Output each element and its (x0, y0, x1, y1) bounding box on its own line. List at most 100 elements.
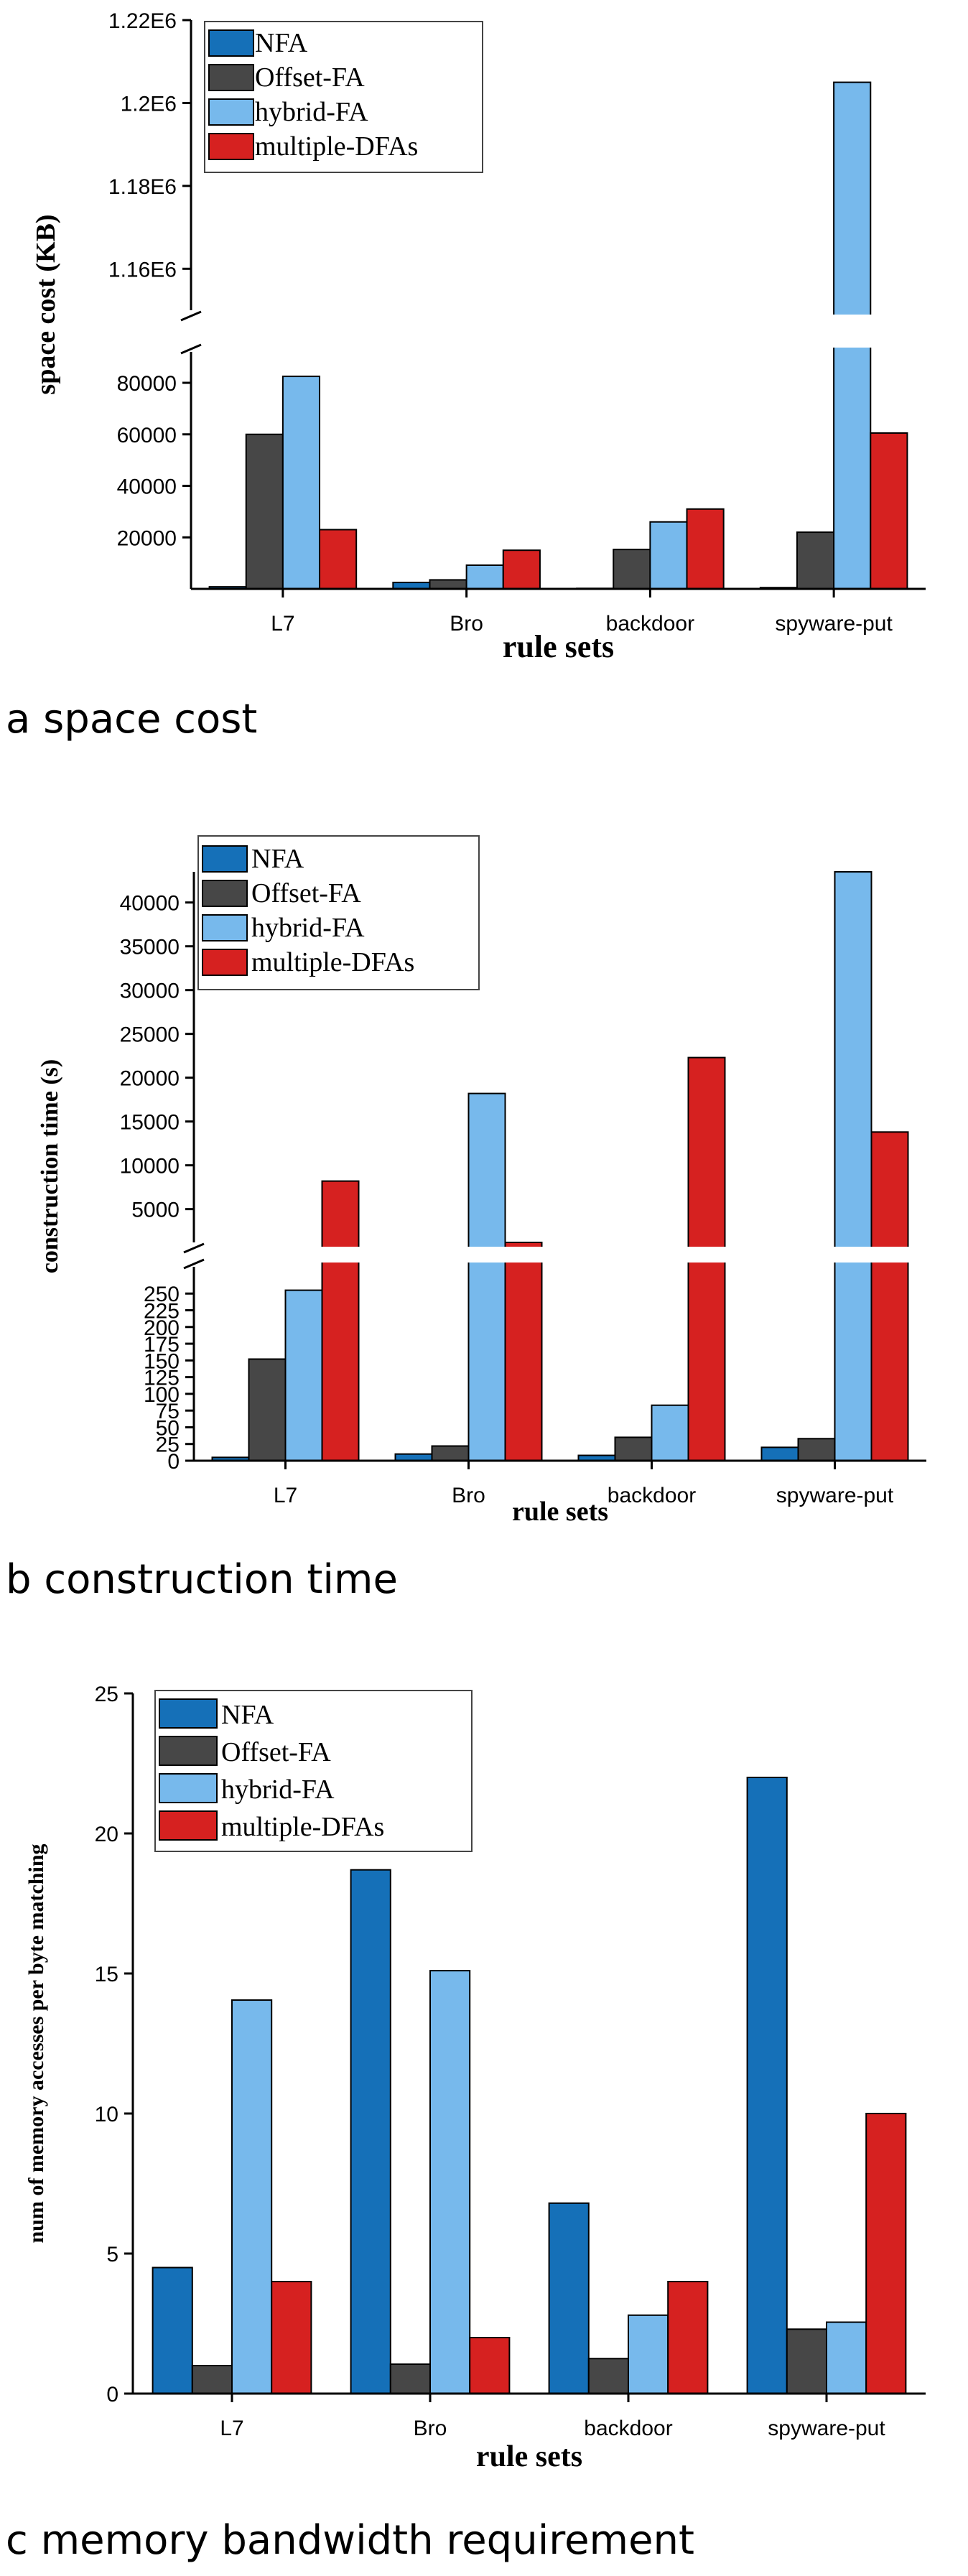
y-tick-label: 80000 (117, 372, 177, 396)
x-tick-label-l7: L7 (274, 1484, 297, 1507)
legend-label-multiple-dfas: multiple-DFAs (221, 1812, 384, 1842)
legend-label-nfa: NFA (221, 1700, 274, 1730)
legend-label-offset-fa: Offset-FA (221, 1737, 331, 1767)
y-tick-label: 15000 (120, 1111, 180, 1135)
legend-swatch-multiple-dfas (202, 949, 248, 976)
bar-backdoor-offset-fa (587, 2358, 629, 2394)
legend-label-nfa: NFA (251, 844, 304, 874)
legend-swatch-offset-fa (208, 64, 254, 91)
x-tick-label-backdoor: backdoor (606, 612, 694, 636)
chart-memory-bandwidth: 0 5 10 15 20 25 L7 Bro backdoor spyware-put rule s… (6, 1683, 926, 2564)
x-tick-label-backdoor: backdoor (584, 2417, 672, 2440)
y-tick-label: 1.2E6 (121, 92, 177, 116)
y-tick-label: 50 (156, 1416, 180, 1440)
bar-backdoor-nfa (548, 2202, 590, 2395)
bar-spyware-put-hybrid-fa (834, 871, 872, 1461)
bar-bro-offset-fa (431, 1445, 470, 1461)
bar-backdoor-hybrid-fa (628, 2314, 669, 2395)
bar-bro-multiple-dfas (504, 1242, 543, 1461)
y-tick-label: 40000 (117, 475, 177, 499)
legend-label-hybrid-fa: hybrid-FA (255, 97, 368, 127)
caption: a space cost (6, 696, 257, 743)
legend-label-nfa: NFA (255, 28, 308, 58)
axis-break-mark-upper (183, 1242, 205, 1254)
bar-spyware-put-hybrid-fa (826, 2321, 867, 2395)
y-tick-label: 25000 (120, 1023, 180, 1047)
y-tick-label: 20 (95, 1823, 118, 1846)
chart-space-cost: 20000 40000 60000 80000 1.16E6 1.18E6 1.2E6 1.2… (6, 9, 926, 743)
x-tick-label-bro: Bro (450, 612, 483, 636)
bar-backdoor-hybrid-fa (651, 1404, 689, 1461)
y-tick-label: 40000 (120, 892, 180, 916)
axis-break-mark-lower (180, 343, 202, 355)
bar-l7-nfa (152, 2266, 193, 2394)
x-tick-label-spyware-put: spyware-put (768, 2417, 885, 2440)
bar-spyware-put-multiple-dfas (870, 1131, 909, 1461)
y-tick-label: 10 (95, 2103, 118, 2126)
y-tick-label: 200 (144, 1316, 180, 1340)
bar-backdoor-offset-fa (613, 549, 651, 590)
legend-swatch-hybrid-fa (208, 98, 254, 126)
legend-swatch-multiple-dfas (208, 133, 254, 160)
y-axis-title: num of memory accesses per byte matching (24, 1843, 48, 2243)
y-tick-label: 25 (156, 1433, 180, 1457)
bar-spyware-put-offset-fa (797, 1438, 836, 1462)
y-tick-label: 1.18E6 (108, 175, 177, 199)
y-axis-title: construction time (s) (37, 1059, 63, 1273)
y-tick-label: 20000 (117, 526, 177, 550)
axis-break-gap (192, 315, 926, 348)
y-tick-label: 20000 (120, 1067, 180, 1091)
bar-bro-offset-fa (389, 2363, 431, 2395)
legend-swatch-multiple-dfas (159, 1810, 218, 1841)
axis-break-mark-upper (180, 310, 202, 322)
y-tick-label: 35000 (120, 936, 180, 959)
y-tick-label: 5000 (131, 1199, 180, 1222)
legend-swatch-offset-fa (159, 1736, 218, 1766)
bar-l7-hybrid-fa (231, 1999, 273, 2395)
x-axis-title: rule sets (512, 1497, 608, 1527)
legend-swatch-offset-fa (202, 880, 248, 907)
y-tick-label: 100 (144, 1383, 180, 1407)
bar-bro-offset-fa (429, 579, 467, 590)
bar-l7-hybrid-fa (284, 1289, 323, 1461)
x-tick-label-bro: Bro (414, 2417, 447, 2440)
bar-spyware-put-offset-fa (796, 531, 835, 590)
y-tick-label: 60000 (117, 424, 177, 447)
legend-label-hybrid-fa: hybrid-FA (251, 913, 365, 943)
bar-l7-offset-fa (245, 433, 284, 590)
bar-bro-hybrid-fa (429, 1970, 471, 2395)
legend-swatch-hybrid-fa (159, 1773, 218, 1803)
x-tick-label-l7: L7 (220, 2417, 243, 2440)
bar-backdoor-hybrid-fa (649, 521, 688, 590)
legend-label-offset-fa: Offset-FA (255, 62, 365, 93)
legend-swatch-nfa (208, 29, 254, 57)
y-tick-label: 15 (95, 1963, 118, 1986)
legend-swatch-nfa (159, 1698, 218, 1729)
x-axis-title: rule sets (503, 629, 614, 664)
y-tick-label: 1.22E6 (108, 9, 177, 33)
legend-label-hybrid-fa: hybrid-FA (221, 1775, 335, 1805)
bar-l7-offset-fa (191, 2365, 233, 2394)
x-tick-label-bro: Bro (452, 1484, 485, 1507)
bar-l7-multiple-dfas (321, 1180, 360, 1462)
bar-spyware-put-multiple-dfas (870, 432, 908, 590)
bar-backdoor-multiple-dfas (667, 2281, 709, 2394)
bar-bro-hybrid-fa (467, 1092, 506, 1462)
bar-bro-multiple-dfas (469, 2337, 511, 2394)
y-tick-label: 1.16E6 (108, 258, 177, 282)
bar-spyware-put-nfa (746, 1777, 788, 2394)
y-axis-title: space cost (KB) (31, 214, 61, 394)
y-tick-label: 175 (144, 1333, 180, 1357)
y-tick-label: 225 (144, 1300, 180, 1324)
x-tick-label-spyware-put: spyware-put (776, 1484, 894, 1507)
legend-swatch-hybrid-fa (202, 914, 248, 941)
x-tick-label-l7: L7 (271, 612, 294, 636)
bar-backdoor-offset-fa (614, 1436, 653, 1462)
bar-bro-multiple-dfas (502, 549, 541, 590)
y-tick-label: 10000 (120, 1155, 180, 1178)
bar-l7-multiple-dfas (319, 529, 358, 590)
x-tick-label-spyware-put: spyware-put (775, 612, 893, 636)
axis-break-gap (195, 1247, 926, 1263)
